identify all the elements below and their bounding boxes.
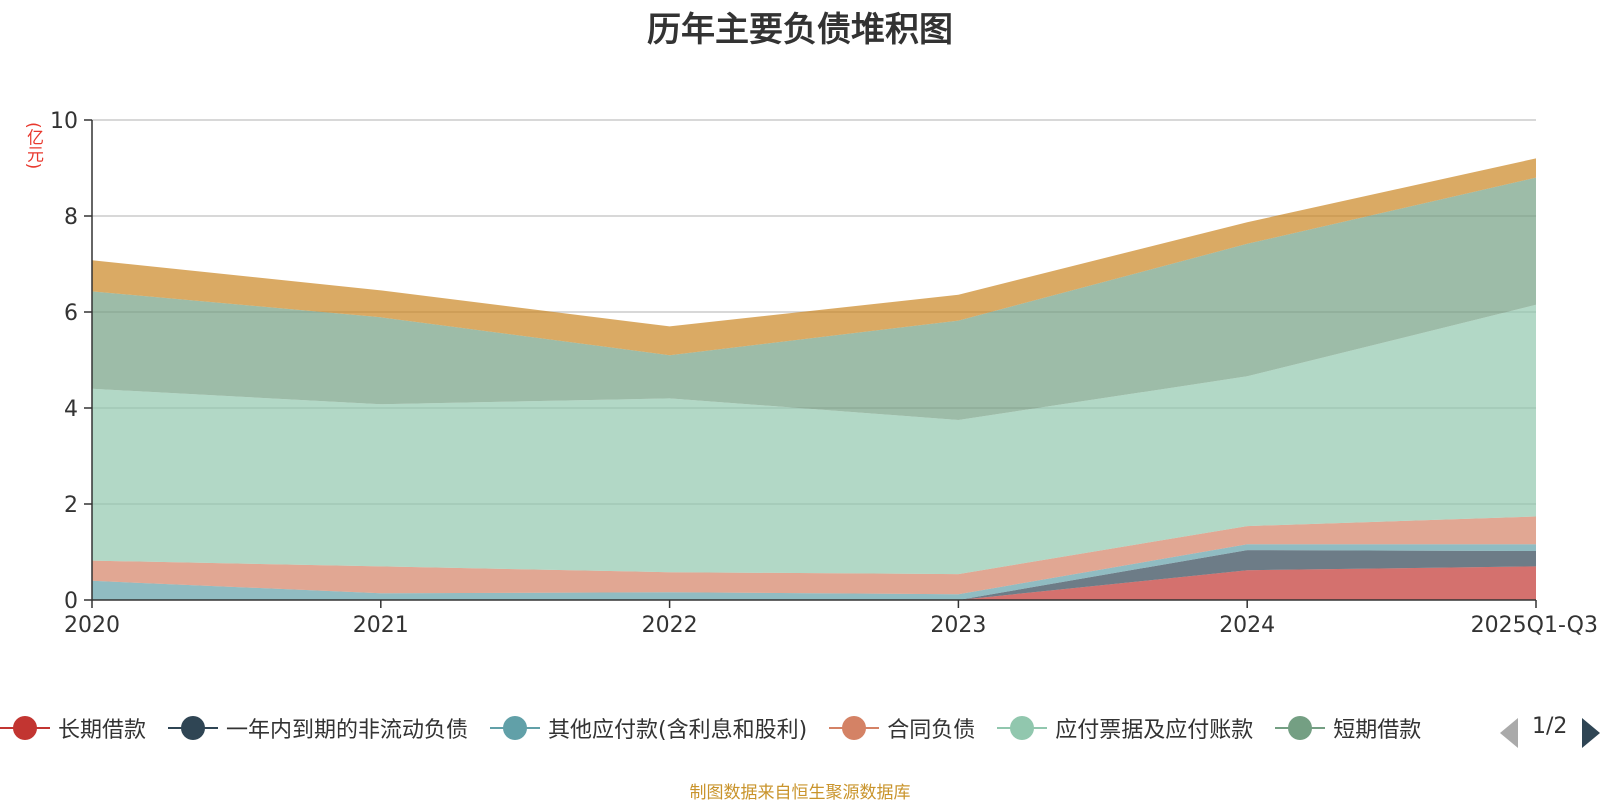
legend-marker-icon [490, 715, 541, 741]
y-tick-label: 0 [64, 589, 78, 614]
legend-label: 合同负债 [887, 718, 976, 743]
stacked-area-chart: 0 2 4 6 8 10 2020 2021 2022 2023 2024 2025Q1-Q3 [50, 109, 1598, 638]
legend-label: 长期借款 [58, 718, 147, 743]
data-source-note: 制图数据来自恒生聚源数据库 [689, 783, 911, 803]
legend-marker-icon [0, 715, 50, 741]
x-tick-label: 2022 [642, 613, 698, 638]
legend-marker-dot [842, 716, 867, 740]
y-tick-label: 6 [64, 301, 78, 326]
legend-page-indicator: 1/2 [1532, 714, 1568, 739]
area-series [92, 158, 1536, 600]
area-其他应付款(含利息和股利) [92, 544, 1536, 600]
legend-marker-dot [1288, 716, 1313, 740]
legend-item[interactable]: 其他应付款(含利息和股利) [490, 710, 807, 746]
y-tick-label: 10 [50, 109, 78, 134]
chart-title: 历年主要负债堆积图 [647, 10, 953, 50]
y-axis-unit-label: (亿元) [23, 122, 43, 170]
legend-item[interactable]: 一年内到期的非流动负债 [168, 710, 468, 746]
y-tick-label: 8 [64, 205, 78, 230]
legend-marker-icon [829, 715, 880, 741]
legend-label: 应付票据及应付账款 [1055, 718, 1254, 743]
legend-item[interactable]: 短期借款 [1275, 710, 1421, 746]
area-其他 [92, 158, 1536, 356]
x-tick-label: 2021 [353, 613, 409, 638]
x-tick-label: 2020 [64, 613, 120, 638]
legend-marker-dot [503, 716, 528, 740]
legend-marker-dot [13, 716, 37, 740]
x-tick-label: 2025Q1-Q3 [1471, 613, 1598, 638]
legend-label: 一年内到期的非流动负债 [226, 718, 469, 743]
legend-item[interactable]: 应付票据及应付账款 [997, 710, 1253, 746]
legend-label: 其他应付款(含利息和股利) [548, 718, 808, 743]
legend-marker-icon [1275, 715, 1326, 741]
legend-item[interactable]: 合同负债 [829, 710, 975, 746]
area-长期借款 [92, 566, 1536, 600]
legend-marker-dot [1010, 716, 1035, 740]
area-合同负债 [92, 516, 1536, 595]
area-应付票据及应付账款 [92, 304, 1536, 575]
area-短期借款 [92, 177, 1536, 420]
y-tick-label: 2 [64, 493, 78, 518]
legend-prev-page-icon[interactable] [1500, 718, 1518, 748]
x-tick-label: 2023 [930, 613, 986, 638]
legend: 长期借款 一年内到期的非流动负债 其他应付款(含利息和股利) 合同负债 应付票据及应付账… [0, 710, 1480, 750]
area-一年内到期的非流动负债 [92, 550, 1536, 600]
axes: 0 2 4 6 8 10 2020 2021 2022 2023 2024 2025Q1-Q3 [50, 109, 1598, 638]
legend-next-page-icon[interactable] [1582, 718, 1600, 748]
legend-marker-icon [997, 715, 1048, 741]
legend-item[interactable]: 长期借款 [0, 710, 146, 746]
legend-pager: 1/2 [1498, 712, 1600, 748]
x-tick-label: 2024 [1219, 613, 1275, 638]
y-tick-label: 4 [64, 397, 78, 422]
legend-marker-icon [168, 715, 219, 741]
legend-marker-dot [181, 716, 206, 740]
legend-label: 短期借款 [1333, 718, 1422, 743]
